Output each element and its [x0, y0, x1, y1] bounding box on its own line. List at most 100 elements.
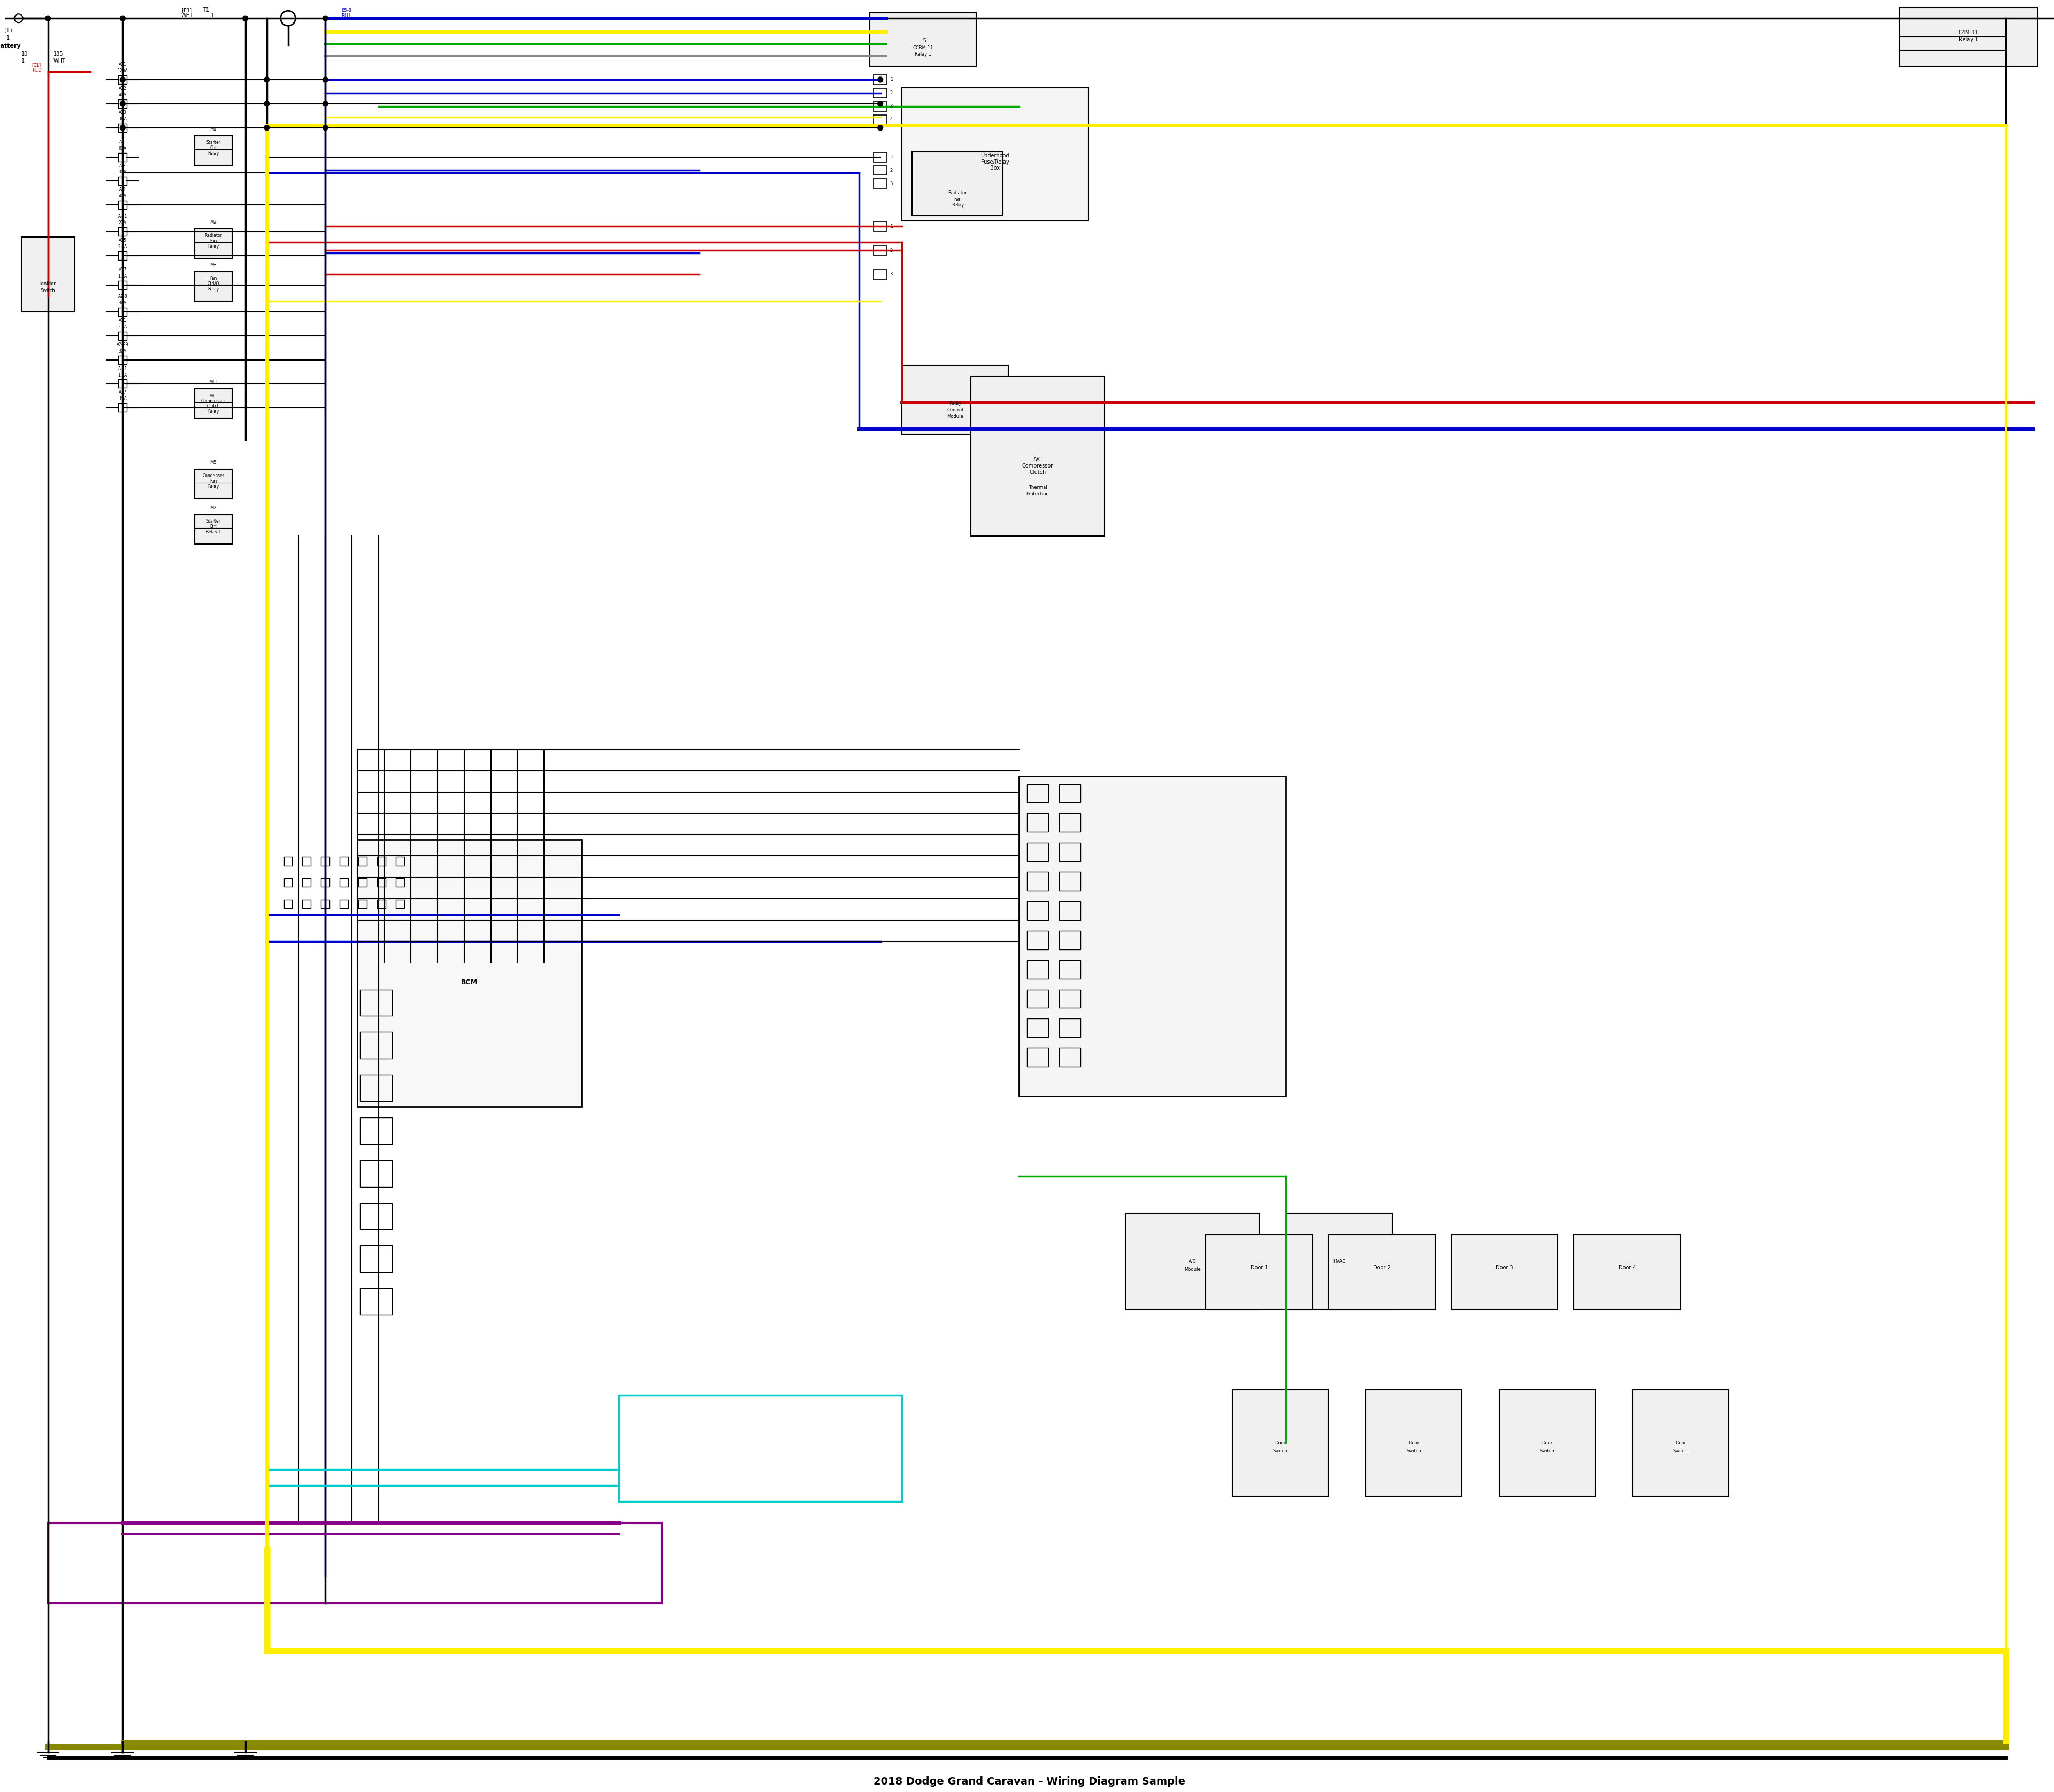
Bar — [1027, 961, 1048, 978]
Text: 36A: 36A — [119, 301, 127, 305]
Bar — [873, 88, 887, 99]
Circle shape — [45, 16, 51, 22]
Bar — [302, 857, 310, 866]
Circle shape — [322, 100, 329, 106]
Bar — [1573, 1235, 1680, 1310]
Circle shape — [119, 16, 125, 22]
Text: 185: 185 — [53, 52, 64, 57]
Text: Underhood: Underhood — [980, 152, 1009, 158]
Text: Thermal: Thermal — [1029, 486, 1048, 489]
Text: Fuse/Relay: Fuse/Relay — [982, 159, 1009, 165]
Text: Switch: Switch — [1540, 1448, 1555, 1453]
Bar — [320, 857, 329, 866]
Bar — [359, 1118, 392, 1143]
Text: Ctrl/O: Ctrl/O — [207, 281, 220, 287]
Text: Compressor: Compressor — [1023, 464, 1054, 470]
Text: Module: Module — [1185, 1267, 1202, 1272]
Text: M1: M1 — [210, 127, 216, 131]
Text: Control: Control — [947, 409, 963, 412]
Circle shape — [119, 77, 125, 82]
Bar — [396, 900, 405, 909]
Bar — [378, 900, 386, 909]
Bar — [283, 900, 292, 909]
Text: 1: 1 — [889, 77, 893, 82]
Text: 2.7A: 2.7A — [117, 324, 127, 330]
Bar — [339, 878, 349, 887]
Bar — [378, 857, 386, 866]
Text: A2-99: A2-99 — [117, 342, 129, 348]
Bar — [47, 1523, 661, 1604]
Text: Relay: Relay — [207, 287, 220, 292]
Bar — [1060, 783, 1080, 803]
Circle shape — [322, 77, 329, 82]
Text: L5: L5 — [920, 38, 926, 43]
Text: 1.5A: 1.5A — [117, 274, 127, 280]
Text: Door 4: Door 4 — [1619, 1265, 1635, 1271]
Bar — [378, 878, 386, 887]
Text: A17: A17 — [119, 391, 127, 394]
Bar — [873, 222, 887, 231]
Bar — [1027, 1018, 1048, 1038]
Text: BLU: BLU — [341, 14, 349, 18]
Circle shape — [242, 16, 249, 22]
Text: 1.5A: 1.5A — [117, 373, 127, 378]
Bar — [1027, 930, 1048, 950]
Text: 40A: 40A — [119, 194, 127, 199]
Bar — [320, 900, 329, 909]
Text: Fan: Fan — [210, 276, 218, 281]
Bar — [1027, 989, 1048, 1009]
Text: Cut: Cut — [210, 145, 218, 151]
Bar — [195, 389, 232, 419]
Bar — [359, 1288, 392, 1315]
Bar — [283, 857, 292, 866]
Text: 1: 1 — [889, 154, 893, 159]
Bar — [1027, 873, 1048, 891]
Bar — [1060, 873, 1080, 891]
Text: Door 2: Door 2 — [1372, 1265, 1391, 1271]
Text: Protection: Protection — [1027, 491, 1050, 496]
Circle shape — [877, 100, 883, 106]
Text: 30A: 30A — [119, 170, 127, 174]
Text: A21: A21 — [119, 63, 127, 66]
Bar — [119, 228, 127, 237]
Circle shape — [265, 77, 269, 82]
Bar — [119, 124, 127, 133]
Text: Relay: Relay — [207, 409, 220, 414]
Text: HVAC: HVAC — [1333, 1260, 1345, 1263]
Circle shape — [877, 125, 883, 131]
Bar — [21, 237, 74, 312]
Text: Door: Door — [1276, 1441, 1286, 1446]
Bar — [119, 251, 127, 260]
Bar — [357, 840, 581, 1107]
Text: [E1]: [E1] — [181, 7, 191, 13]
Bar — [195, 272, 232, 301]
Text: Fan: Fan — [953, 197, 961, 202]
Text: Door 1: Door 1 — [1251, 1265, 1267, 1271]
Bar — [339, 900, 349, 909]
Bar — [359, 857, 368, 866]
Bar — [902, 366, 1009, 434]
Bar — [359, 1075, 392, 1102]
Text: Relay 1: Relay 1 — [205, 529, 222, 534]
Circle shape — [322, 16, 329, 22]
Text: Fan: Fan — [210, 478, 218, 484]
Bar — [119, 281, 127, 289]
Bar — [195, 470, 232, 498]
Bar — [119, 332, 127, 340]
Bar — [1027, 1048, 1048, 1066]
Text: Relay: Relay — [949, 401, 961, 407]
Bar — [1060, 930, 1080, 950]
Text: A17: A17 — [119, 267, 127, 272]
Bar — [119, 201, 127, 210]
Bar — [119, 75, 127, 84]
Text: M11: M11 — [210, 380, 218, 385]
Text: Switch: Switch — [41, 289, 55, 294]
Bar — [1232, 1389, 1329, 1496]
Text: Starter: Starter — [205, 518, 220, 523]
Bar — [302, 900, 310, 909]
Text: A-81: A-81 — [117, 213, 127, 219]
Text: Switch: Switch — [1407, 1448, 1421, 1453]
Text: WHT: WHT — [181, 13, 193, 18]
Bar — [1329, 1235, 1436, 1310]
Text: A2-8: A2-8 — [117, 294, 127, 299]
